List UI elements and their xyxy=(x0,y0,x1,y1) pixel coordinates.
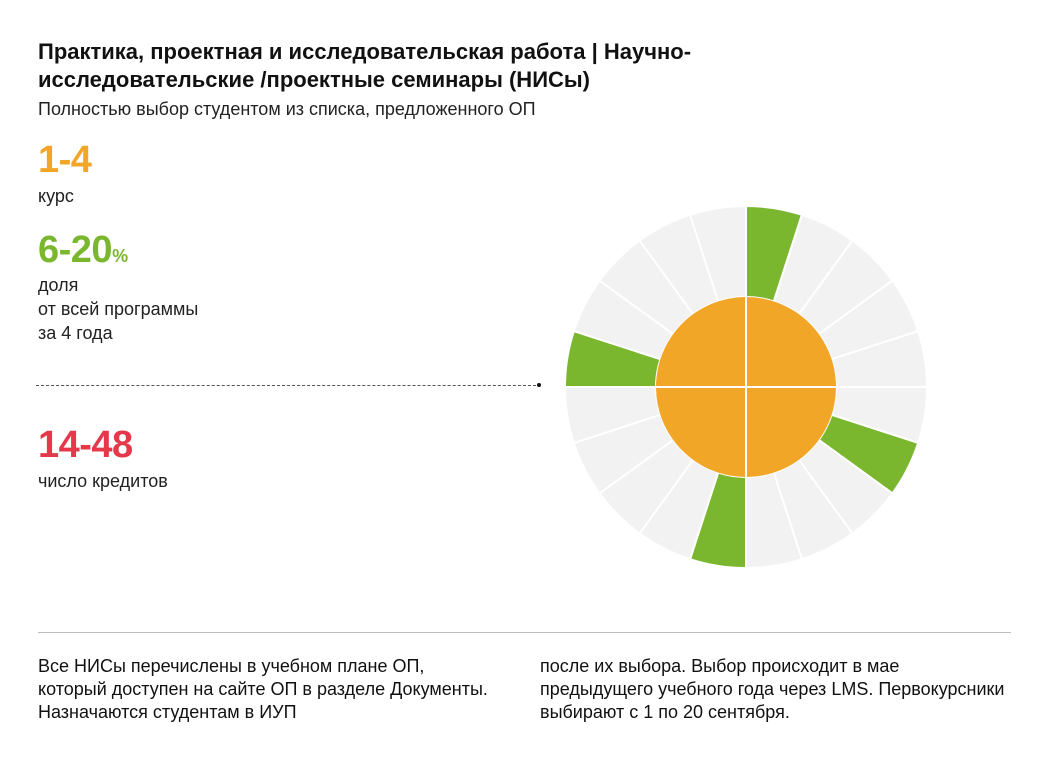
share-label-line-3: за 4 года xyxy=(38,323,113,343)
credits-label: число кредитов xyxy=(38,471,168,491)
share-label: доля от всей программы за 4 года xyxy=(38,273,288,345)
course-label: курс xyxy=(38,186,74,206)
divider-dot xyxy=(537,383,541,387)
share-label-line-2: от всей программы xyxy=(38,299,199,319)
note-column-2: после их выбора. Выбор происходит в мае … xyxy=(540,656,1005,722)
share-value: 6-20% xyxy=(38,230,128,276)
share-unit: % xyxy=(112,246,128,266)
credits-value: 14-48 xyxy=(38,424,133,466)
note-column-1: Все НИСы перечислены в учебном плане ОП,… xyxy=(38,656,488,722)
share-label-line-1: доля xyxy=(38,275,79,295)
share-number: 6-20 xyxy=(38,229,113,271)
footer-divider xyxy=(38,632,1011,633)
course-value: 1-4 xyxy=(38,139,92,181)
dashed-divider xyxy=(36,385,536,386)
page-title: Практика, проектная и исследовательская … xyxy=(38,39,692,92)
page-subtitle: Полностью выбор студентом из списка, пре… xyxy=(38,99,536,119)
